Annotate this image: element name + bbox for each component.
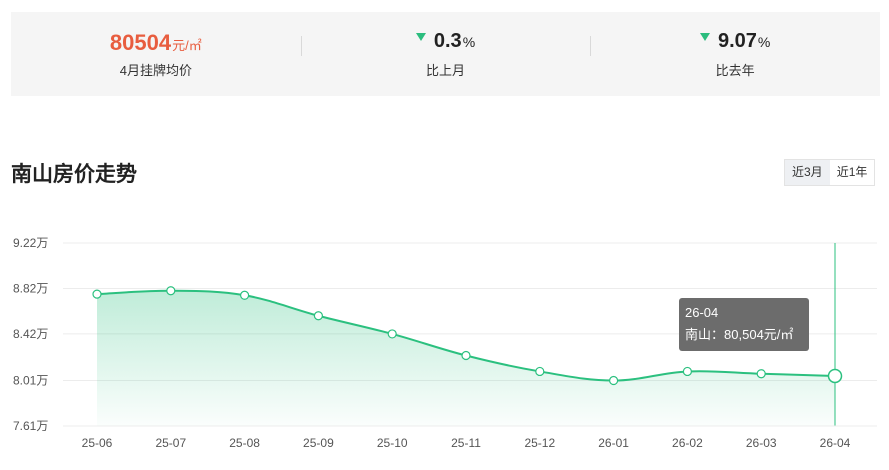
x-tick-label: 25-10 — [377, 436, 408, 450]
x-tick-label: 25-07 — [155, 436, 186, 450]
avg-price-unit: 元/㎡ — [172, 37, 202, 53]
avg-price-value: 80504 — [109, 29, 172, 55]
stats-bar: 80504 元/㎡ 4月挂牌均价 0.3 % 比上月 9.07 % 比去年 — [11, 12, 880, 96]
mom-label: 比上月 — [426, 62, 466, 78]
data-point — [608, 375, 619, 386]
x-tick-label: 25-12 — [524, 436, 555, 450]
tooltip-title: 26-04 — [685, 305, 719, 320]
y-tick-label: 9.22万 — [13, 236, 48, 250]
mom-value: 0.3 — [433, 29, 462, 52]
x-tick-label: 26-04 — [820, 436, 851, 450]
data-point — [240, 290, 250, 300]
section-title: 南山房价走势 — [11, 163, 137, 186]
x-tick-label: 25-06 — [82, 436, 113, 450]
data-point — [756, 369, 766, 379]
avg-price-label: 4月挂牌均价 — [119, 62, 192, 78]
tab-3-months[interactable]: 近3月 — [785, 160, 830, 185]
price-trend-chart: 7.61万 8.01万 8.42万 8.82万 9.22万 25-06 25-07 25-08… — [13, 236, 877, 450]
tooltip-value-text: 80,504元/㎡ — [724, 327, 794, 342]
yoy-value: 9.07 — [717, 29, 757, 52]
yoy-unit: % — [757, 33, 771, 50]
y-tick-label: 8.82万 — [13, 281, 48, 295]
y-tick-label: 7.61万 — [13, 419, 48, 433]
data-point — [535, 366, 545, 377]
tooltip-series-label: 南山 — [685, 327, 712, 342]
stat-yoy: 9.07 % 比去年 — [590, 30, 880, 79]
arrow-down-icon — [415, 32, 426, 41]
x-tick-label: 25-09 — [303, 436, 334, 450]
x-tick-label: 26-01 — [598, 436, 629, 450]
data-point — [387, 329, 397, 339]
x-tick-label: 25-11 — [451, 436, 481, 450]
arrow-down-icon — [699, 32, 710, 41]
tab-1-year[interactable]: 近1年 — [836, 165, 868, 179]
stat-mom: 0.3 % 比上月 — [300, 29, 591, 79]
chart-tooltip: 26-04 南山：80,504元/㎡ — [679, 298, 809, 351]
y-tick-label: 8.01万 — [13, 374, 48, 388]
data-point — [92, 289, 102, 299]
data-point — [166, 286, 176, 296]
x-tick-label: 26-02 — [672, 436, 703, 450]
data-point — [313, 311, 323, 321]
x-tick-label: 25-08 — [229, 436, 260, 450]
highlighted-data-point — [827, 368, 843, 384]
yoy-label: 比去年 — [715, 62, 755, 78]
y-tick-label: 8.42万 — [13, 327, 48, 341]
data-point — [682, 366, 693, 377]
x-tick-label: 26-03 — [746, 436, 777, 450]
tooltip-value: 南山：80,504元/㎡ — [685, 327, 794, 342]
stat-avg-price: 80504 元/㎡ 4月挂牌均价 — [11, 30, 301, 79]
data-point — [461, 350, 471, 361]
range-toggle: 近3月 近1年 — [784, 159, 876, 186]
mom-unit: % — [462, 33, 476, 50]
